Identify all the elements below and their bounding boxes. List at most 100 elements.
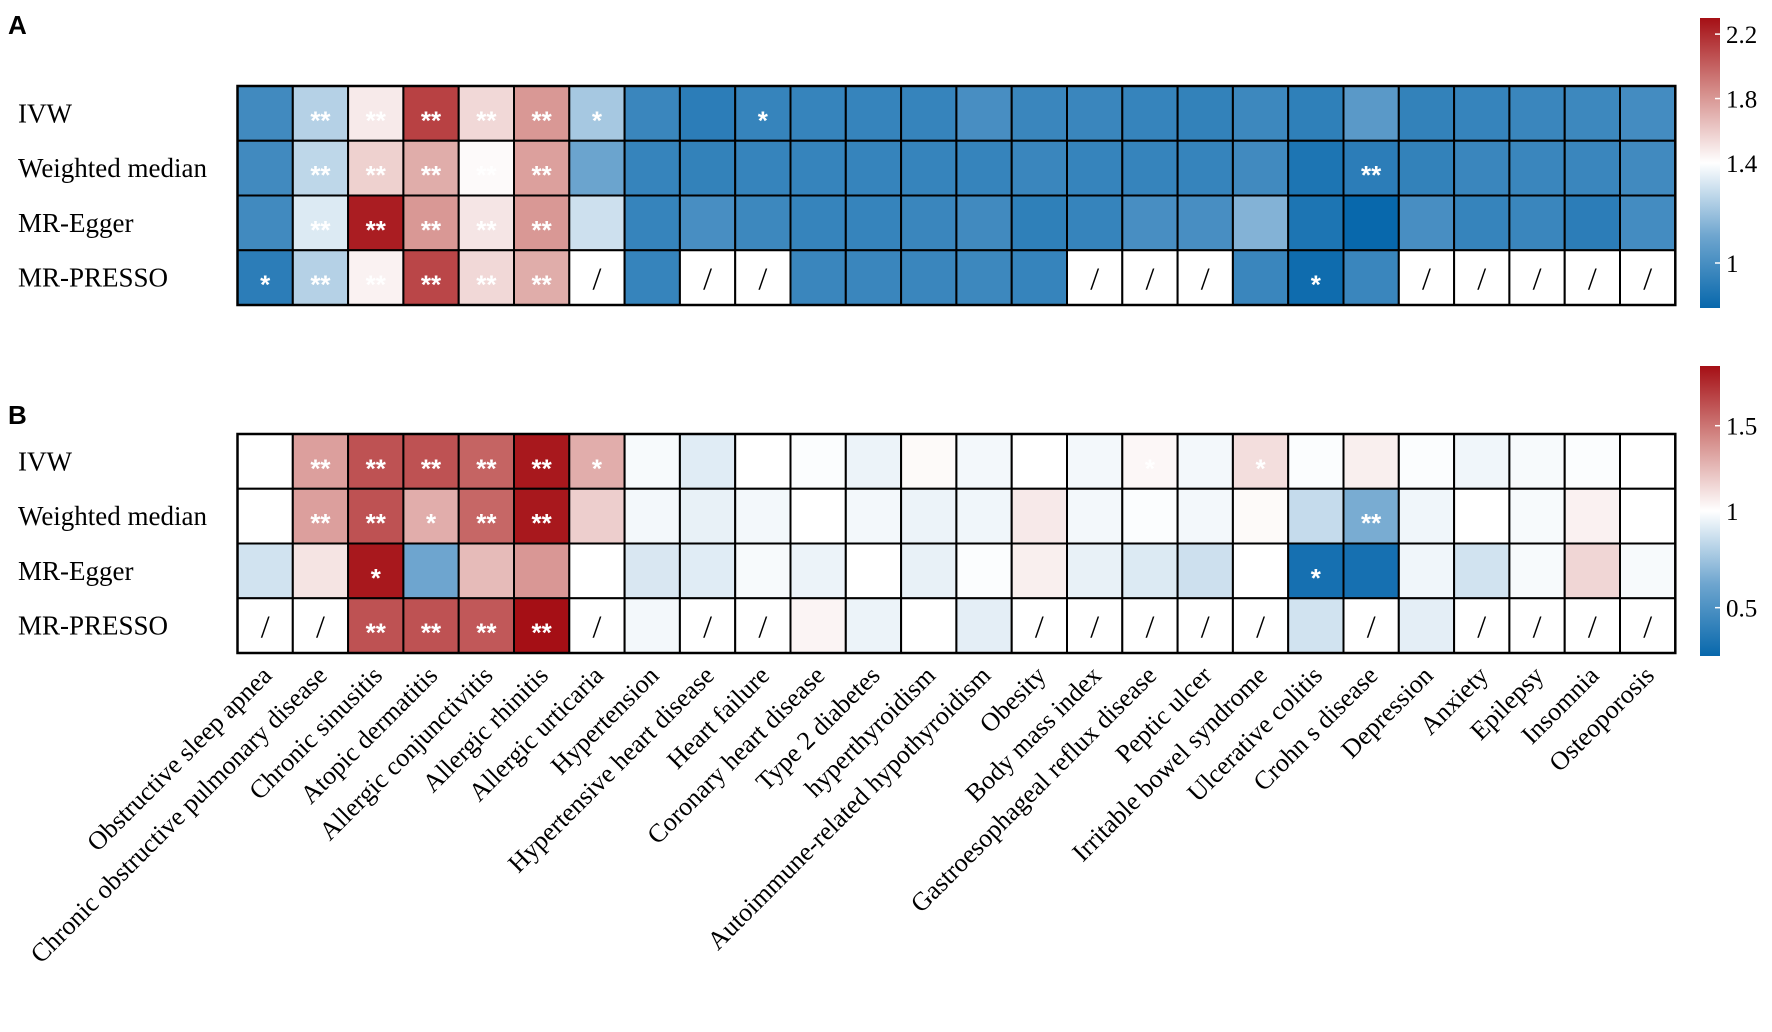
heatmap-cell bbox=[1231, 542, 1290, 600]
not-available-mark: / bbox=[1201, 261, 1210, 297]
significance-mark: ** bbox=[476, 270, 497, 300]
heatmap-cell bbox=[1563, 487, 1621, 545]
heatmap-cell bbox=[1508, 85, 1566, 142]
significance-mark: ** bbox=[476, 618, 497, 648]
heatmap-cell bbox=[402, 249, 460, 306]
heatmap-cell bbox=[900, 85, 958, 142]
heatmap-cell bbox=[1231, 597, 1290, 654]
significance-mark: * bbox=[1145, 453, 1156, 483]
significance-mark: ** bbox=[421, 160, 442, 190]
heatmap-cell bbox=[402, 433, 460, 490]
significance-mark: * bbox=[1311, 270, 1322, 300]
heatmap-cell bbox=[789, 597, 847, 654]
not-available-mark: / bbox=[1588, 261, 1597, 297]
significance-mark: * bbox=[592, 453, 603, 483]
heatmap-cell bbox=[1231, 85, 1290, 142]
not-available-mark: / bbox=[758, 261, 767, 297]
heatmap-cell bbox=[1231, 487, 1290, 545]
significance-mark: ** bbox=[532, 105, 553, 135]
heatmap-cell bbox=[236, 597, 294, 654]
heatmap-cell bbox=[1342, 85, 1400, 142]
heatmap-cell bbox=[1176, 194, 1234, 252]
heatmap-cell bbox=[291, 249, 350, 306]
significance-mark: ** bbox=[366, 105, 387, 135]
significance-mark: ** bbox=[476, 453, 497, 483]
heatmap-cell bbox=[900, 433, 958, 490]
significance-mark: * bbox=[426, 508, 437, 538]
heatmap-cell bbox=[1619, 85, 1677, 142]
row-label: IVW bbox=[18, 446, 72, 476]
row-label: Weighted median bbox=[18, 153, 208, 183]
heatmap-cell bbox=[402, 194, 460, 252]
heatmap-cell bbox=[844, 139, 903, 197]
heatmap-cell bbox=[291, 139, 350, 197]
not-available-mark: / bbox=[1256, 609, 1265, 645]
heatmap-cell bbox=[1397, 139, 1456, 197]
significance-mark: * bbox=[592, 105, 603, 135]
not-available-mark: / bbox=[593, 261, 602, 297]
heatmap-cell bbox=[1342, 433, 1400, 490]
heatmap-cell bbox=[402, 139, 460, 197]
heatmap-cell bbox=[900, 542, 958, 600]
panel-label-b: B bbox=[8, 400, 27, 430]
heatmap-cell bbox=[1342, 487, 1400, 545]
significance-mark: ** bbox=[366, 215, 387, 245]
heatmap-cell bbox=[1010, 542, 1069, 600]
significance-mark: * bbox=[758, 105, 769, 135]
row-label: MR-Egger bbox=[18, 556, 133, 586]
not-available-mark: / bbox=[1533, 261, 1542, 297]
heatmap-cell bbox=[955, 597, 1013, 654]
significance-mark: ** bbox=[310, 160, 331, 190]
heatmap-cell bbox=[623, 433, 681, 490]
heatmap-cell bbox=[623, 194, 681, 252]
heatmap-cell bbox=[623, 542, 681, 600]
heatmap-cell bbox=[457, 597, 516, 654]
heatmap-cell bbox=[1342, 194, 1400, 252]
heatmap-cell bbox=[1010, 194, 1069, 252]
not-available-mark: / bbox=[1146, 261, 1155, 297]
significance-mark: ** bbox=[310, 508, 331, 538]
heatmap-cell bbox=[678, 194, 737, 252]
significance-mark: ** bbox=[366, 618, 387, 648]
heatmap-cell bbox=[1121, 487, 1179, 545]
heatmap-cell bbox=[402, 597, 460, 654]
significance-mark: ** bbox=[366, 270, 387, 300]
heatmap-cell bbox=[734, 487, 792, 545]
heatmap-cell bbox=[789, 139, 847, 197]
significance-mark: ** bbox=[310, 105, 331, 135]
heatmap-cell bbox=[789, 487, 847, 545]
significance-mark: ** bbox=[476, 215, 497, 245]
heatmap-cell bbox=[236, 194, 294, 252]
heatmap-cell bbox=[1619, 249, 1677, 306]
heatmap-cell bbox=[1397, 433, 1456, 490]
heatmap-cell bbox=[1231, 139, 1290, 197]
heatmap-cell bbox=[1342, 249, 1400, 306]
heatmap-cell bbox=[955, 85, 1013, 142]
heatmap-cell bbox=[1563, 139, 1621, 197]
heatmap-cell bbox=[513, 139, 571, 197]
heatmap-cell bbox=[789, 433, 847, 490]
heatmap-cell bbox=[623, 487, 681, 545]
heatmap-cell bbox=[236, 249, 294, 306]
heatmap-cell bbox=[1176, 85, 1234, 142]
heatmap-cell bbox=[568, 542, 626, 600]
not-available-mark: / bbox=[1035, 609, 1044, 645]
heatmap-cell bbox=[1231, 194, 1290, 252]
significance-mark: * bbox=[371, 563, 382, 593]
significance-mark: ** bbox=[1361, 160, 1382, 190]
colorbar-gradient bbox=[1700, 366, 1720, 656]
colorbar-tick-label: 1.5 bbox=[1726, 414, 1757, 441]
heatmap-cell bbox=[347, 487, 405, 545]
heatmap-cell bbox=[457, 249, 516, 306]
heatmap-cell bbox=[1397, 85, 1456, 142]
heatmap-cell bbox=[844, 433, 903, 490]
heatmap-cell bbox=[1453, 487, 1511, 545]
heatmap-cell bbox=[1231, 433, 1290, 490]
heatmap-cell bbox=[900, 139, 958, 197]
heatmap-cell bbox=[1010, 139, 1069, 197]
heatmap-cell bbox=[1563, 433, 1621, 490]
heatmap-cell bbox=[623, 85, 681, 142]
heatmap-cell bbox=[236, 542, 294, 600]
